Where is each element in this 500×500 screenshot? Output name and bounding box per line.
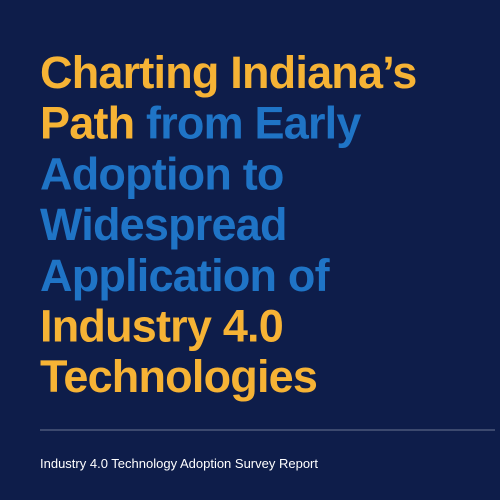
title-segment: Path xyxy=(40,98,134,149)
title-line: Technologies xyxy=(40,351,317,402)
title-line: Charting Indiana’s xyxy=(40,47,416,98)
title-line: Path from Early xyxy=(40,98,361,149)
title-segment: Charting Indiana’s xyxy=(40,47,416,98)
title-line: Widespread xyxy=(40,199,287,250)
title-segment: Application of xyxy=(40,250,331,301)
title-segment: Widespread xyxy=(40,199,287,250)
title-line: Application of xyxy=(40,250,331,301)
title-line: Industry 4.0 xyxy=(40,301,283,352)
title-segment: from Early xyxy=(134,98,361,149)
title-segment: Adoption to xyxy=(40,148,284,199)
subtitle: Industry 4.0 Technology Adoption Survey … xyxy=(40,456,318,471)
title-line: Adoption to xyxy=(40,148,284,199)
title-segment: Industry 4.0 xyxy=(40,301,283,352)
title-segment: Technologies xyxy=(40,351,317,402)
